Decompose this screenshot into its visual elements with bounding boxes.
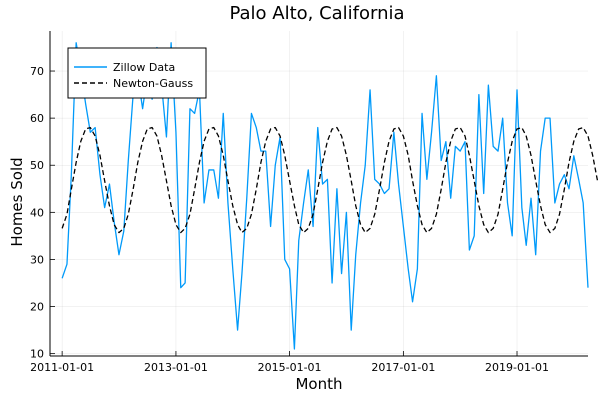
- x-tick-label: 2017-01-01: [371, 361, 435, 374]
- y-tick-label: 20: [30, 301, 44, 314]
- legend-box: [67, 47, 207, 99]
- x-axis-label: Month: [295, 375, 342, 393]
- x-tick-label: 2015-01-01: [258, 361, 322, 374]
- tick-labels: 10 20 30 40 50 60 70 2011-01-01 2013-01-01 2015-0…: [30, 65, 549, 374]
- x-tick-label: 2013-01-01: [144, 361, 208, 374]
- legend-label-newton-gauss: Newton-Gauss: [113, 77, 193, 90]
- y-tick-label: 50: [30, 159, 44, 172]
- y-tick-label: 40: [30, 206, 44, 219]
- legend-label-zillow-data: Zillow Data: [113, 61, 175, 74]
- y-tick-label: 10: [30, 348, 44, 361]
- axes: [49, 31, 588, 357]
- legend: Zillow Data Newton-Gauss: [67, 47, 207, 99]
- x-tick-label: 2011-01-01: [30, 361, 94, 374]
- y-tick-label: 70: [30, 65, 44, 78]
- chart-title: Palo Alto, California: [229, 3, 404, 24]
- x-tick-label: 2019-01-01: [485, 361, 549, 374]
- y-tick-label: 60: [30, 112, 44, 125]
- y-axis-label: Homes Sold: [8, 157, 26, 246]
- y-tick-label: 30: [30, 253, 44, 266]
- series-line-newton-gauss: [61, 126, 599, 234]
